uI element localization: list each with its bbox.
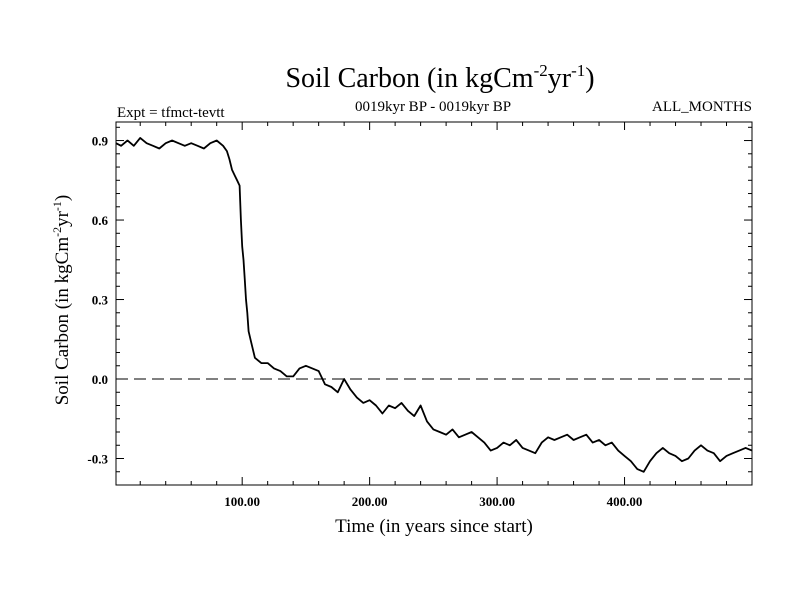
y-tick-label: 0.3 [92,293,109,308]
x-tick-label: 300.00 [479,494,515,509]
y-tick-label: -0.3 [87,452,108,467]
y-axis-title: Soil Carbon (in kgCm-2yr-1) [50,195,73,406]
y-tick-label: 0.6 [92,213,109,228]
y-tick-label: 0.0 [92,372,108,387]
tick-labels: 100.00 200.00 300.00 400.00 0.9 0.6 0.3 0.0 -0.3 [87,134,642,509]
series-line [115,137,753,473]
months-label: ALL_MONTHS [652,99,752,115]
x-tick-label: 200.00 [352,494,388,509]
chart-title: Soil Carbon (in kgCm-2yr-1) [285,61,594,94]
expt-label: Expt = tfmct-tevtt [117,105,225,121]
plot-frame [115,121,753,486]
axis-ticks [116,122,752,485]
x-tick-label: 400.00 [607,494,643,509]
period-label: 0019kyr BP - 0019kyr BP [355,99,511,115]
x-axis-title: Time (in years since start) [335,516,533,537]
y-tick-label: 0.9 [92,134,109,149]
x-tick-label: 100.00 [224,494,260,509]
